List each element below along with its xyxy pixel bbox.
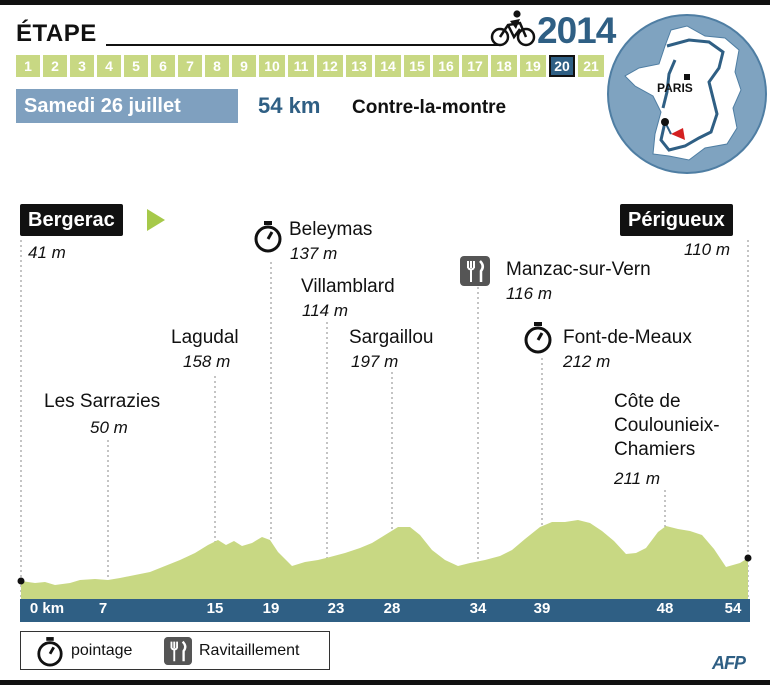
- km-label-28: 28: [383, 600, 401, 617]
- km-label-39: 39: [533, 600, 551, 617]
- place-les-sarrazies: Les Sarrazies: [44, 391, 161, 412]
- km-label-19: 19: [262, 600, 280, 617]
- place-villamblard: Villamblard: [301, 276, 395, 297]
- stage-10: 10: [259, 55, 285, 77]
- etape-title: ÉTAPE: [16, 20, 97, 47]
- stage-8: 8: [205, 55, 229, 77]
- place-lagudal: Lagudal: [171, 327, 239, 348]
- altitude-lagudal: 158 m: [183, 352, 231, 371]
- start-altitude: 41 m: [28, 243, 66, 262]
- stage-13: 13: [346, 55, 372, 77]
- map-city-label: PARIS: [657, 81, 693, 95]
- stage-15: 15: [404, 55, 430, 77]
- km-label-15: 15: [206, 600, 224, 617]
- altitude-les-sarrazies: 50 m: [90, 418, 128, 437]
- start-dot: [17, 577, 25, 585]
- year: 2014: [537, 10, 616, 51]
- stage-20-current: 20: [549, 55, 575, 77]
- stage-2: 2: [43, 55, 67, 77]
- altitude-cote: 211 m: [614, 469, 660, 488]
- stopwatch-icon: [524, 322, 552, 354]
- altitude-beleymas: 137 m: [290, 244, 338, 263]
- stage-type: Contre-la-montre: [352, 97, 507, 118]
- fork-knife-icon: [460, 256, 490, 286]
- stopwatch-icon: [254, 221, 282, 253]
- stage-19: 19: [520, 55, 546, 77]
- km-axis: [20, 599, 750, 622]
- altitude-sargaillou: 197 m: [351, 352, 399, 371]
- stage-distance: 54 km: [258, 93, 321, 118]
- stage-9: 9: [232, 55, 256, 77]
- start-label: Bergerac: [20, 204, 123, 236]
- stage-selector: 1 2 3 4 5 6 7 8 9 10 11 12 13 14 15 16 1…: [16, 55, 604, 77]
- km-label-54: 54: [724, 600, 742, 617]
- km-label-0: 0 km: [29, 600, 65, 617]
- start-arrow-icon: [147, 209, 165, 231]
- place-beleymas: Beleymas: [289, 219, 373, 240]
- stage-16: 16: [433, 55, 459, 77]
- stage-4: 4: [97, 55, 121, 77]
- km-label-34: 34: [469, 600, 487, 617]
- profile-area: [21, 520, 748, 599]
- stage-3: 3: [70, 55, 94, 77]
- legend-ravitaillement: Ravitaillement: [199, 642, 300, 659]
- legend-fork-knife-icon: [164, 637, 192, 665]
- finish-altitude: 110 m: [684, 240, 730, 259]
- stage-1: 1: [16, 55, 40, 77]
- altitude-manzac: 116 m: [506, 284, 552, 303]
- afp-logo: AFP: [712, 653, 746, 673]
- cyclist-icon: [490, 10, 536, 47]
- km-label-23: 23: [327, 600, 345, 617]
- place-cote-line3: Chamiers: [614, 439, 696, 460]
- km-label-7: 7: [98, 600, 108, 617]
- place-cote-line1: Côte de: [614, 391, 681, 412]
- stage-7: 7: [178, 55, 202, 77]
- place-manzac: Manzac-sur-Vern: [506, 259, 651, 280]
- place-font-de-meaux: Font-de-Meaux: [563, 327, 692, 348]
- france-map: PARIS: [607, 14, 767, 174]
- france-shape-icon: [624, 25, 742, 161]
- top-rule: [0, 0, 770, 5]
- stage-11: 11: [288, 55, 314, 77]
- stage-14: 14: [375, 55, 401, 77]
- stage-date: Samedi 26 juillet: [16, 89, 238, 123]
- stage-18: 18: [491, 55, 517, 77]
- title-underline: [106, 44, 500, 46]
- stage-6: 6: [151, 55, 175, 77]
- altitude-villamblard: 114 m: [302, 301, 348, 320]
- stage-12: 12: [317, 55, 343, 77]
- altitude-font-de-meaux: 212 m: [563, 352, 611, 371]
- legend-stopwatch-icon: [37, 637, 63, 667]
- legend-pointage: pointage: [71, 642, 133, 659]
- bottom-rule: [0, 680, 770, 685]
- place-cote-line2: Coulounieix-: [614, 415, 720, 436]
- finish-dot: [744, 554, 752, 562]
- finish-label: Périgueux: [620, 204, 733, 236]
- km-label-48: 48: [656, 600, 674, 617]
- legend: [20, 631, 330, 670]
- stage-21: 21: [578, 55, 604, 77]
- stage-17: 17: [462, 55, 488, 77]
- place-sargaillou: Sargaillou: [349, 327, 434, 348]
- stage-5: 5: [124, 55, 148, 77]
